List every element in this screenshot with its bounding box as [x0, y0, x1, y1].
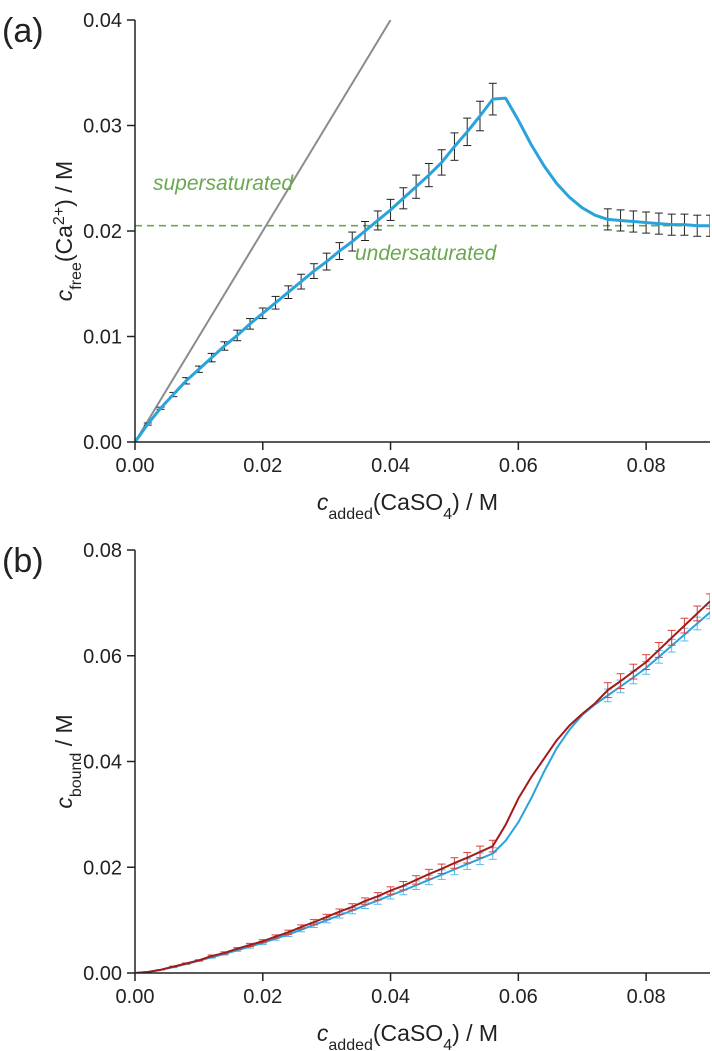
label-part: added: [328, 1037, 373, 1051]
y-tick-label: 0.00: [83, 963, 122, 985]
x-tick-label: 0.02: [243, 455, 282, 477]
label-part: c: [317, 489, 329, 515]
plot-area: [135, 20, 710, 442]
panel-label: (a): [2, 12, 44, 50]
label-part: (Ca: [51, 225, 77, 262]
y-tick-label: 0.08: [83, 540, 122, 562]
y-tick-label: 0.04: [83, 10, 122, 32]
x-tick-label: 0.00: [116, 455, 155, 477]
xlabel_parts: cadded(CaSO4) / M: [317, 1020, 498, 1051]
plot-area: [135, 593, 710, 973]
label-part: c: [51, 797, 77, 809]
x-tick-label: 0.00: [116, 986, 155, 1008]
y-tick-label: 0.02: [83, 221, 122, 243]
label-part: (CaSO: [373, 1020, 443, 1046]
ylabel_parts: cbound / M: [51, 714, 85, 808]
x-tick-label: 0.06: [499, 986, 538, 1008]
label-part: free: [68, 262, 85, 290]
series-line: [135, 96, 710, 442]
label-part: added: [328, 506, 373, 523]
label-part: ) / M: [452, 489, 498, 515]
x-tick-label: 0.04: [371, 986, 410, 1008]
annotation: supersaturated: [153, 172, 294, 195]
x-tick-label: 0.08: [627, 986, 666, 1008]
annotation: undersaturated: [355, 242, 498, 265]
x-tick-label: 0.08: [627, 455, 666, 477]
series-line: [135, 611, 710, 973]
y-tick-label: 0.01: [83, 327, 122, 349]
label-part: 4: [443, 506, 452, 523]
label-part: 2+: [51, 207, 68, 225]
label-part: c: [51, 289, 77, 301]
label-part: ) / M: [452, 1020, 498, 1046]
y-tick-label: 0.00: [83, 432, 122, 454]
series-line: [135, 600, 710, 973]
label-part: 4: [443, 1037, 452, 1051]
label-part: ) / M: [51, 161, 77, 207]
label-part: bound: [68, 753, 85, 798]
label-part: c: [317, 1020, 329, 1046]
x-tick-label: 0.06: [499, 455, 538, 477]
series-line: [135, 20, 392, 442]
x-tick-label: 0.02: [243, 986, 282, 1008]
ylabel_parts: cfree(Ca2+) / M: [51, 161, 85, 301]
y-tick-label: 0.03: [83, 116, 122, 138]
y-tick-label: 0.04: [83, 752, 122, 774]
panel-label: (b): [2, 542, 44, 580]
label-part: / M: [51, 714, 77, 752]
y-tick-label: 0.02: [83, 857, 122, 879]
x-tick-label: 0.04: [371, 455, 410, 477]
label-part: (CaSO: [373, 489, 443, 515]
y-tick-label: 0.06: [83, 646, 122, 668]
xlabel_parts: cadded(CaSO4) / M: [317, 489, 498, 523]
